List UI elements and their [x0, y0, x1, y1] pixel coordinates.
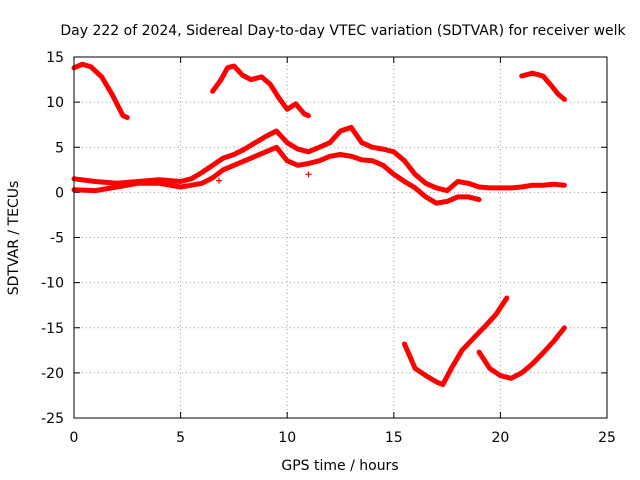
grid-lines: [74, 57, 607, 418]
series-arc-6: [402, 295, 510, 388]
series-arc-1: [71, 61, 130, 120]
y-axis-label: SDTVAR / TECUs: [6, 181, 22, 296]
y-tick-label: -25: [41, 411, 64, 427]
series-arc-7: [476, 325, 567, 381]
data-point-marker: [305, 171, 312, 178]
x-tick-label: 25: [598, 430, 616, 446]
chart-title: Day 222 of 2024, Sidereal Day-to-day VTE…: [60, 23, 626, 39]
data-series: [71, 61, 567, 388]
series-arc-2: [210, 63, 311, 119]
y-tick-label: 10: [46, 95, 64, 111]
x-tick-label: 20: [491, 430, 509, 446]
y-tick-label: 0: [55, 185, 64, 201]
plot-frame: [73, 56, 608, 419]
y-tick-label: -10: [41, 276, 64, 292]
y-tick-label: -15: [41, 321, 64, 337]
y-tick-label: -20: [41, 366, 64, 382]
x-tick-label: 10: [278, 430, 296, 446]
y-tick-label: 15: [46, 50, 64, 66]
data-point-marker: [215, 177, 222, 184]
x-tick-label: 5: [176, 430, 185, 446]
x-tick-label: 0: [70, 430, 79, 446]
x-tick-label: 15: [385, 430, 403, 446]
axes: 0 5 10 15 20 25 -25 -20 -15 -10 -5 0 5 10 15: [41, 50, 616, 446]
series-arc-3: [519, 70, 567, 102]
series-arc-4: [71, 124, 567, 194]
series-arc-5: [71, 144, 482, 206]
y-tick-label: 5: [55, 140, 64, 156]
y-tick-label: -5: [50, 231, 64, 247]
x-axis-label: GPS time / hours: [281, 458, 398, 474]
